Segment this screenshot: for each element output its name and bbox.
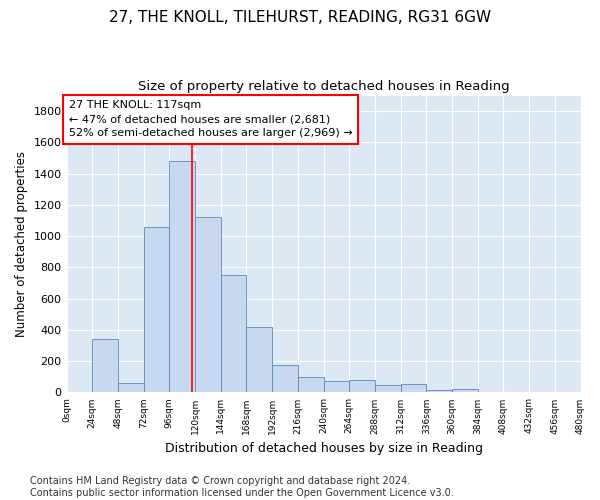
Text: Contains HM Land Registry data © Crown copyright and database right 2024.
Contai: Contains HM Land Registry data © Crown c… <box>30 476 454 498</box>
X-axis label: Distribution of detached houses by size in Reading: Distribution of detached houses by size … <box>164 442 482 455</box>
Bar <box>298 377 323 392</box>
Title: Size of property relative to detached houses in Reading: Size of property relative to detached ho… <box>138 80 509 93</box>
Bar <box>143 227 169 392</box>
Bar <box>169 161 195 392</box>
Y-axis label: Number of detached properties: Number of detached properties <box>15 151 28 337</box>
Bar <box>92 340 118 392</box>
Bar <box>323 380 349 392</box>
Bar <box>195 218 221 392</box>
Bar <box>452 390 478 392</box>
Bar <box>118 383 143 392</box>
Bar <box>247 327 272 392</box>
Bar <box>427 390 452 392</box>
Bar <box>375 384 401 392</box>
Bar <box>349 380 375 392</box>
Text: 27 THE KNOLL: 117sqm
← 47% of detached houses are smaller (2,681)
52% of semi-de: 27 THE KNOLL: 117sqm ← 47% of detached h… <box>68 100 352 138</box>
Bar <box>401 384 427 392</box>
Text: 27, THE KNOLL, TILEHURST, READING, RG31 6GW: 27, THE KNOLL, TILEHURST, READING, RG31 … <box>109 10 491 25</box>
Bar <box>221 275 247 392</box>
Bar <box>272 365 298 392</box>
